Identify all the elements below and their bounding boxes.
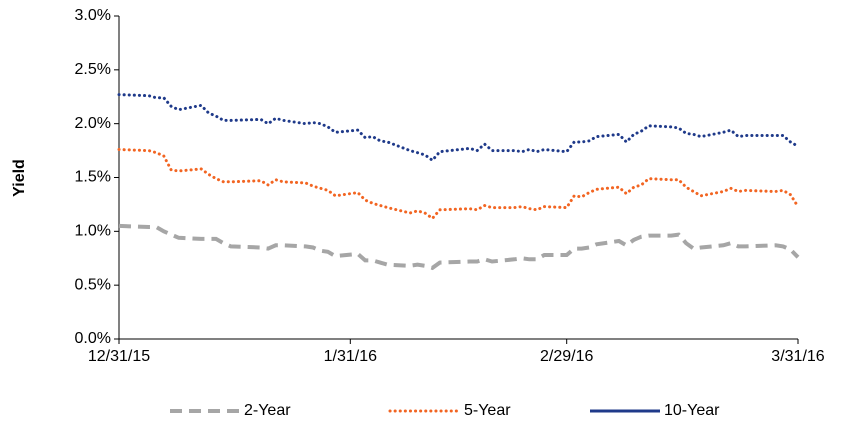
y-tick-label: 0.5% [75, 276, 111, 293]
y-tick-label: 0.0% [75, 330, 111, 347]
legend-label: 5-Year [464, 402, 511, 419]
y-axis-label: Yield [11, 159, 28, 197]
y-tick-label: 1.5% [75, 169, 111, 186]
x-tick-label: 12/31/15 [88, 348, 150, 365]
y-tick-label: 2.5% [75, 61, 111, 78]
series-line [117, 148, 800, 221]
y-tick-label: 3.0% [75, 7, 111, 24]
x-tick-label: 1/31/16 [324, 348, 377, 365]
legend-label: 2-Year [244, 402, 291, 419]
x-tick-label: 2/29/16 [540, 348, 593, 365]
y-tick-label: 2.0% [75, 115, 111, 132]
x-tick-label: 3/31/16 [771, 348, 824, 365]
legend-label: 10-Year [664, 402, 720, 419]
series-line [117, 93, 800, 163]
series-line [118, 223, 800, 271]
y-tick-label: 1.0% [75, 223, 111, 240]
